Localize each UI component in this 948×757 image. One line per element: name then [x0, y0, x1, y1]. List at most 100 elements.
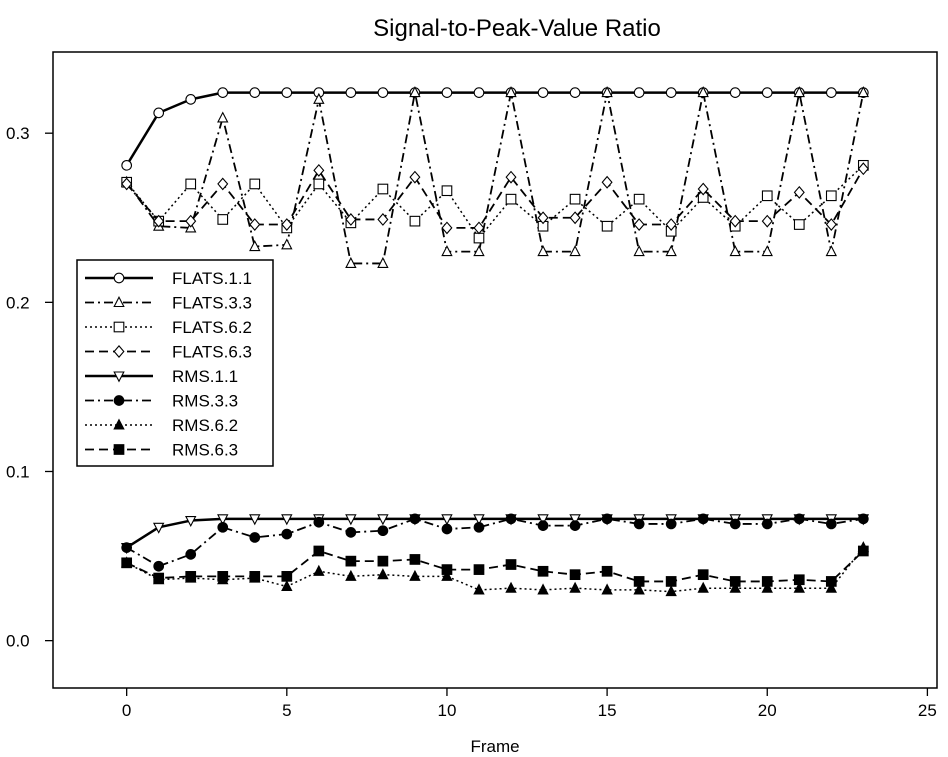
data-point: [409, 86, 421, 98]
data-point: [569, 87, 581, 98]
data-point: [761, 518, 773, 530]
data-point: [441, 514, 453, 526]
data-point: [601, 86, 613, 98]
data-point: [377, 213, 389, 226]
data-point: [697, 86, 709, 98]
data-point: [569, 581, 581, 593]
data-point: [345, 87, 357, 98]
data-point: [569, 211, 581, 225]
data-point: [697, 513, 709, 525]
data-point: [569, 514, 581, 526]
data-point: [537, 514, 549, 526]
data-point: [185, 515, 197, 528]
data-point: [825, 518, 837, 530]
data-point: [601, 175, 613, 189]
data-point: [153, 107, 165, 119]
data-point: [121, 177, 133, 191]
data-point: [441, 245, 453, 257]
data-point: [121, 557, 133, 569]
data-point: [409, 513, 421, 525]
y-tick-label: 0.1: [6, 462, 30, 481]
data-point: [185, 549, 197, 560]
data-point: [569, 569, 581, 581]
data-point: [113, 296, 125, 308]
data-point: [537, 245, 549, 257]
data-point: [113, 371, 125, 383]
data-point: [697, 581, 709, 593]
data-point: [313, 92, 325, 104]
legend-item: FLATS.1.1: [85, 269, 252, 288]
data-point: [345, 569, 357, 581]
data-point: [153, 572, 165, 584]
data-point: [473, 87, 485, 98]
data-point: [729, 214, 741, 228]
plot-frame: [52, 51, 938, 689]
data-point: [185, 178, 197, 190]
data-point: [217, 514, 229, 526]
data-point: [473, 221, 485, 235]
data-point: [441, 221, 453, 235]
data-point: [633, 193, 645, 205]
data-point: [505, 513, 517, 525]
data-point: [313, 545, 325, 557]
legend-label: RMS.1.1: [172, 367, 238, 386]
data-point: [633, 87, 645, 98]
data-point: [217, 111, 229, 123]
legend: FLATS.1.1 FLATS.3.3 FLATS.6.2 FLATS.6.3 RMS.…: [76, 259, 274, 467]
data-point: [633, 583, 645, 595]
data-point: [121, 159, 133, 171]
data-point: [793, 574, 805, 586]
data-point: [473, 564, 485, 575]
data-point: [697, 569, 709, 581]
data-point: [345, 213, 357, 226]
series-line: [125, 91, 864, 166]
legend-label: FLATS.6.3: [172, 343, 252, 362]
data-point: [665, 585, 677, 597]
data-point: [345, 256, 357, 268]
data-point: [729, 576, 741, 587]
x-tick-label: 5: [282, 701, 291, 720]
data-point: [857, 86, 870, 98]
legend-label: FLATS.3.3: [172, 294, 252, 313]
data-point: [537, 583, 549, 595]
data-point: [537, 87, 549, 98]
series-line: [126, 547, 864, 593]
data-point: [249, 240, 261, 252]
data-point: [313, 178, 325, 190]
data-point: [665, 245, 677, 257]
data-point: [217, 521, 229, 533]
data-point: [633, 218, 645, 231]
data-point: [152, 522, 165, 534]
data-point: [281, 514, 293, 526]
data-point: [441, 569, 453, 581]
data-point: [249, 218, 261, 231]
data-point: [281, 87, 293, 98]
data-point: [313, 564, 325, 576]
data-point: [761, 87, 773, 98]
data-point: [729, 518, 741, 530]
data-point: [537, 520, 549, 531]
series-FLATS.6.3: [121, 162, 869, 235]
data-point: [113, 345, 125, 358]
data-point: [249, 532, 261, 543]
data-point: [601, 583, 613, 595]
data-point: [377, 183, 389, 195]
legend-item: RMS.1.1: [85, 367, 238, 386]
data-point: [345, 527, 357, 538]
data-point: [281, 571, 293, 582]
data-point: [121, 542, 133, 553]
data-point: [409, 569, 421, 581]
legend-item: FLATS.3.3: [85, 294, 252, 313]
data-point: [473, 521, 485, 533]
data-point: [113, 321, 125, 333]
data-point: [217, 87, 229, 98]
data-point: [217, 177, 229, 191]
data-point: [505, 559, 517, 570]
data-point: [377, 568, 389, 580]
data-point: [793, 185, 805, 199]
data-point: [113, 272, 125, 284]
data-point: [345, 555, 357, 567]
x-tick-label: 10: [437, 701, 456, 720]
data-point: [473, 583, 485, 595]
data-point: [217, 571, 229, 582]
